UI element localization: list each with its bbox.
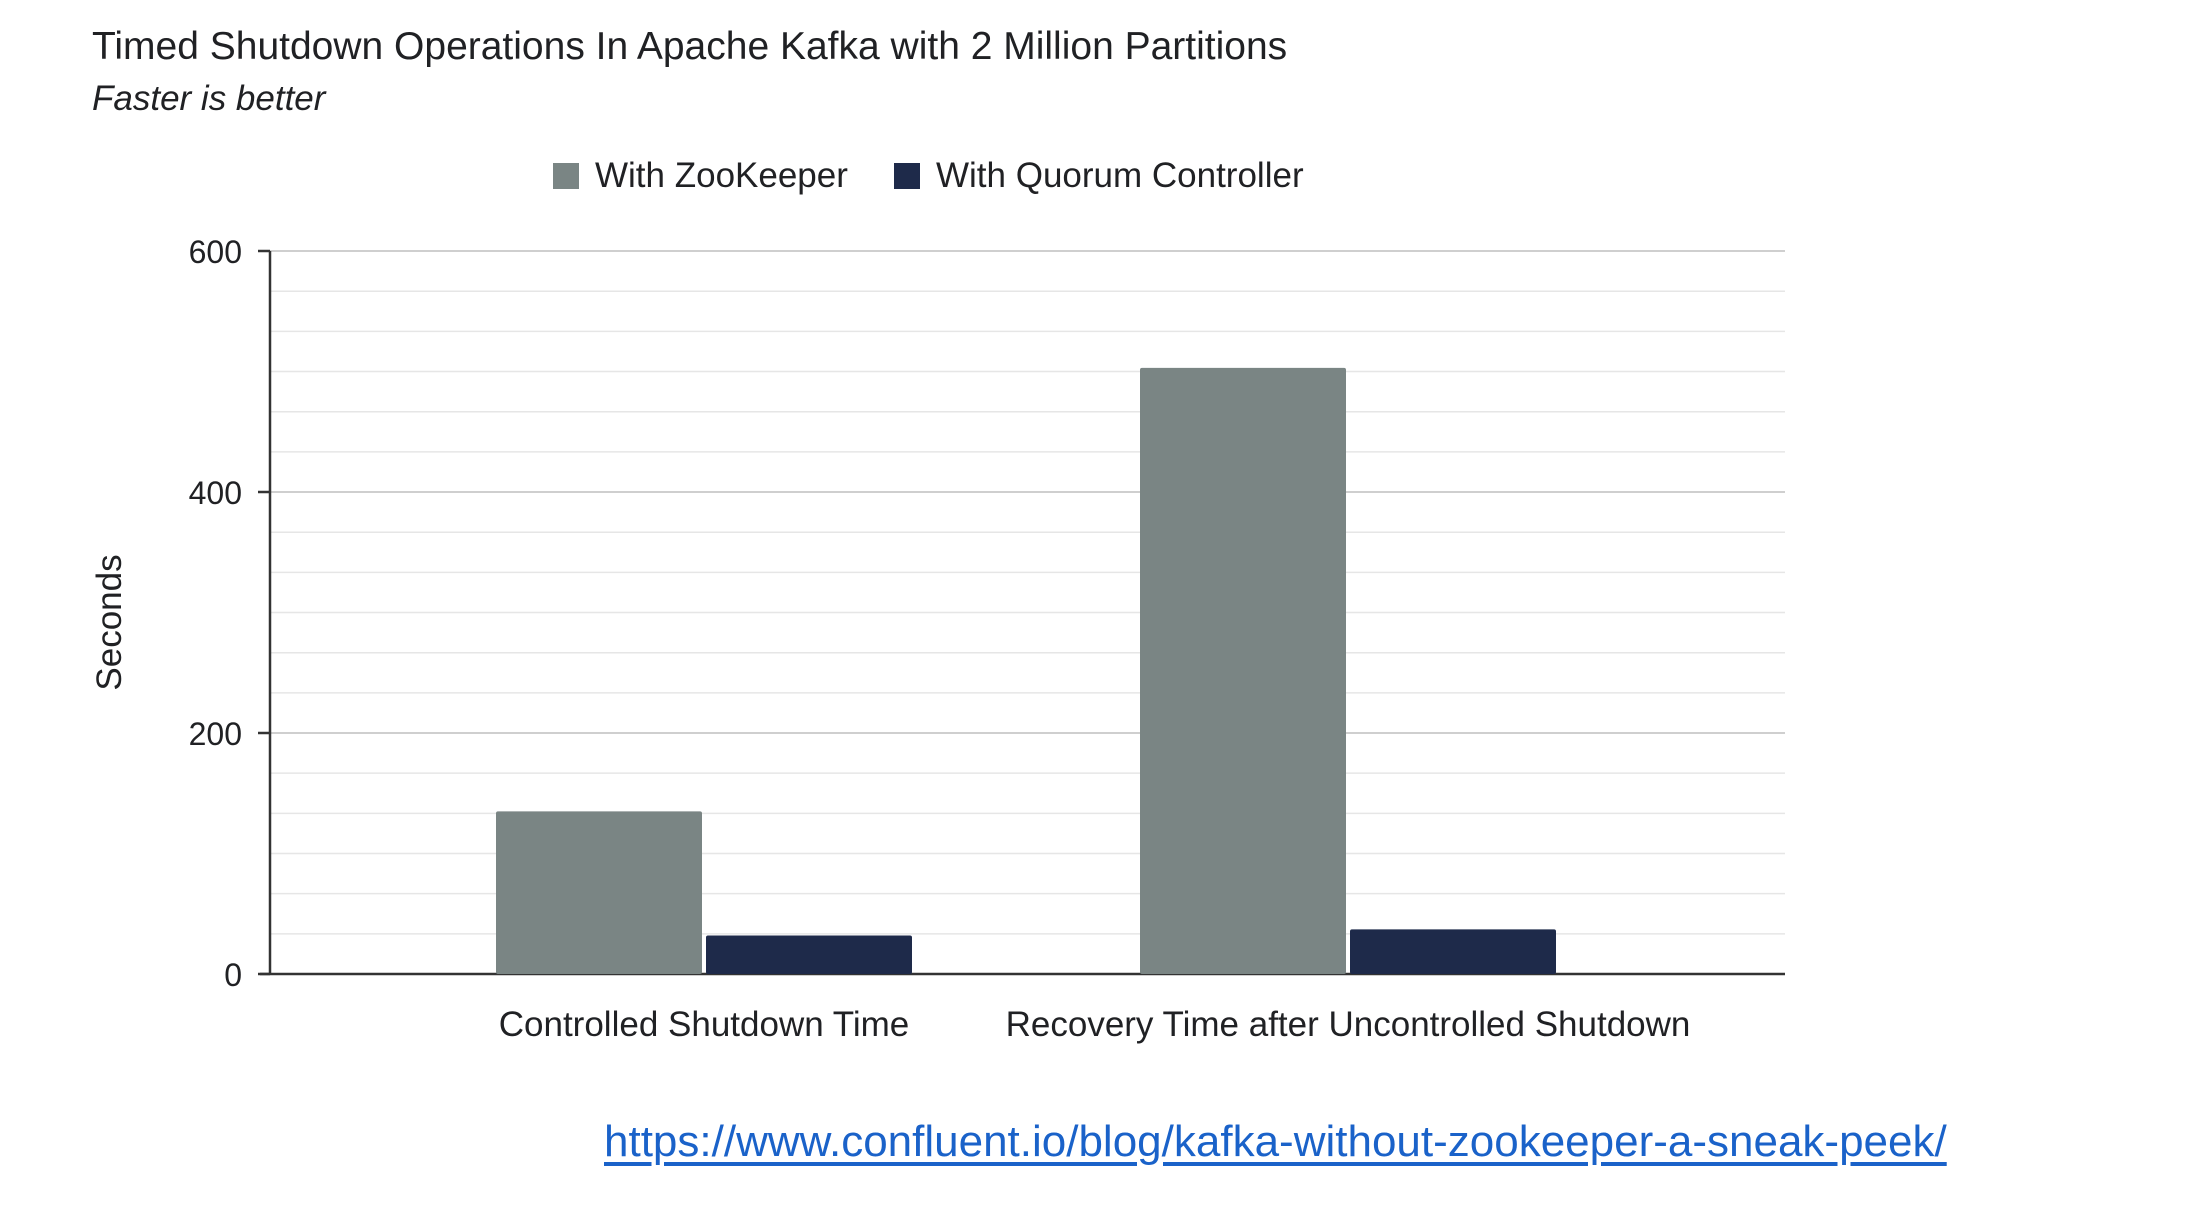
y-tick-label: 600: [189, 234, 242, 270]
legend-swatch: [553, 163, 579, 189]
grid-lines: [270, 250, 1785, 935]
axis-labels: 0 200 400 600 Seconds Controlled Shutdown Tim…: [90, 234, 1690, 1044]
bar-zookeeper-1: [496, 811, 702, 974]
y-tick-label: 200: [189, 716, 242, 752]
source-link[interactable]: https://www.confluent.io/blog/kafka-with…: [604, 1117, 1947, 1166]
bar-zookeeper-2: [1140, 367, 1346, 974]
bar-quorum-controller-1: [706, 935, 912, 974]
chart-subtitle: Faster is better: [92, 79, 326, 118]
chart-title: Timed Shutdown Operations In Apache Kafk…: [92, 25, 1288, 68]
legend-label: With ZooKeeper: [595, 156, 848, 195]
bar-quorum-controller-2: [1350, 929, 1556, 974]
legend: With ZooKeeper With Quorum Controller: [553, 156, 1304, 195]
y-tick-label: 400: [189, 475, 242, 511]
y-tick-label: 0: [224, 957, 242, 993]
legend-swatch: [894, 163, 920, 189]
legend-label: With Quorum Controller: [936, 156, 1304, 195]
y-axis-label: Seconds: [90, 554, 129, 690]
bars: [496, 367, 1556, 974]
x-category-label: Controlled Shutdown Time: [499, 1005, 910, 1044]
x-category-label: Recovery Time after Uncontrolled Shutdow…: [1006, 1005, 1691, 1044]
